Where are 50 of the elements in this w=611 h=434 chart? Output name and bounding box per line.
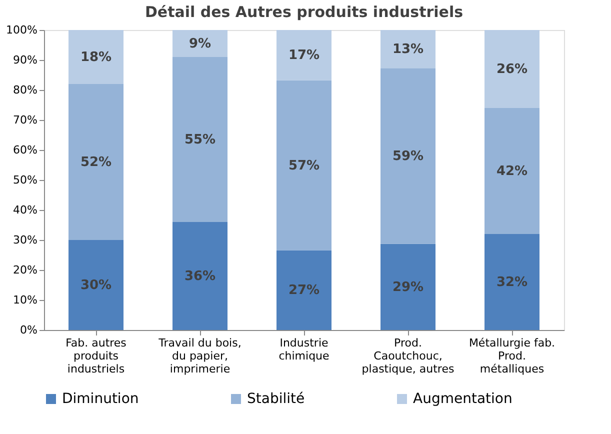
- data-label: 18%: [80, 50, 112, 65]
- x-tick-label: Fab. autres produits industriels: [66, 336, 127, 376]
- x-tick-label: Prod. Caoutchouc, plastique, autres: [362, 336, 454, 376]
- bar: [484, 108, 540, 234]
- bar: [380, 30, 436, 68]
- bar: [380, 68, 436, 244]
- data-label: 57%: [288, 158, 320, 174]
- data-label: 9%: [188, 36, 212, 52]
- y-tick-label: 100%: [6, 24, 38, 36]
- bar: [276, 250, 332, 330]
- y-tick-label: 20%: [13, 264, 38, 276]
- y-tick-label: 10%: [13, 294, 38, 306]
- x-tick-label: Industrie chimique: [278, 336, 330, 362]
- legend-label: Augmentation: [413, 391, 512, 407]
- bar: [380, 244, 436, 330]
- data-label: 42%: [496, 164, 528, 179]
- data-label: 17%: [288, 48, 320, 64]
- bar: [172, 222, 228, 330]
- data-label: 26%: [496, 62, 528, 77]
- bar: [276, 30, 332, 80]
- y-tick-label: 0%: [20, 324, 38, 336]
- y-tick-label: 80%: [13, 84, 38, 96]
- bar: [68, 84, 124, 240]
- y-tick-label: 90%: [13, 54, 38, 66]
- y-tick-label: 40%: [13, 204, 38, 216]
- data-label: 59%: [392, 149, 424, 164]
- x-tick-label: Métallurgie fab. Prod. métalliques: [468, 336, 556, 376]
- data-label: 29%: [392, 280, 424, 295]
- bar: [484, 30, 540, 108]
- data-label: 32%: [496, 275, 528, 290]
- legend-label: Diminution: [62, 391, 139, 407]
- chart-title: Détail des Autres produits industriels: [144, 3, 464, 21]
- data-label: 13%: [392, 42, 424, 58]
- y-tick-label: 70%: [13, 114, 38, 126]
- data-label: 30%: [80, 278, 112, 293]
- data-label: 52%: [80, 155, 112, 170]
- bar: [484, 234, 540, 330]
- bar: [172, 57, 228, 222]
- y-tick-label: 50%: [13, 174, 38, 186]
- data-label: 55%: [184, 132, 216, 148]
- legend-label: Stabilité: [247, 391, 305, 407]
- bar: [172, 30, 228, 57]
- data-label: 27%: [288, 283, 320, 298]
- data-label: 36%: [184, 269, 216, 284]
- bar: [276, 80, 332, 250]
- x-tick-label: Travail du bois, du papier, imprimerie: [158, 336, 242, 376]
- y-tick-label: 60%: [13, 144, 38, 156]
- bar: [68, 30, 124, 84]
- bar: [68, 240, 124, 330]
- y-tick-label: 30%: [13, 234, 38, 246]
